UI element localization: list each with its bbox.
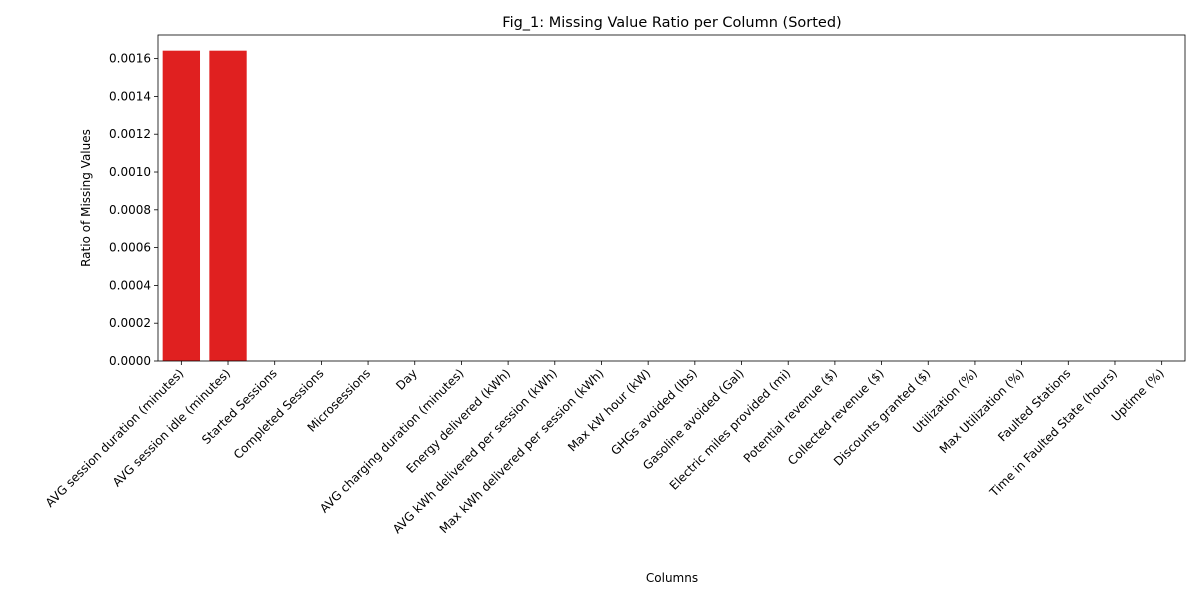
x-axis-title: Columns — [646, 571, 698, 585]
y-tick-label: 0.0006 — [109, 241, 151, 255]
x-tick-label: Potential revenue ($) — [741, 366, 840, 465]
y-axis-title: Ratio of Missing Values — [79, 129, 93, 267]
y-tick-label: 0.0000 — [109, 354, 151, 368]
x-tick-label: AVG kWh delivered per session (kWh) — [390, 366, 560, 536]
x-tick-label: Max kW hour (kW) — [565, 366, 653, 454]
x-tick-label: Max Utilization (%) — [937, 366, 1027, 456]
y-axis: 0.0000 0.0002 0.0004 0.0006 0.0008 0.0010 0.00… — [109, 52, 158, 368]
y-tick-label: 0.0016 — [109, 52, 151, 66]
x-axis: AVG session duration (minutes)AVG sessio… — [43, 361, 1167, 536]
plot-frame — [157, 34, 1186, 362]
y-tick-label: 0.0004 — [109, 278, 151, 292]
chart-title: Fig_1: Missing Value Ratio per Column (S… — [502, 15, 841, 31]
y-tick-label: 0.0010 — [109, 165, 151, 179]
y-tick-label: 0.0014 — [109, 89, 151, 103]
y-tick-label: 0.0002 — [109, 316, 151, 330]
x-tick-label: Day — [393, 366, 420, 393]
y-tick-label: 0.0012 — [109, 127, 151, 141]
y-tick-label: 0.0008 — [109, 203, 151, 217]
bars-layer — [162, 50, 247, 362]
bar — [162, 50, 201, 362]
bar — [209, 50, 247, 362]
x-tick-label: Completed Sessions — [231, 366, 327, 462]
x-tick-label: GHGs avoided (lbs) — [608, 366, 700, 458]
x-tick-label: Max kWh delivered per session (kWh) — [437, 366, 607, 536]
